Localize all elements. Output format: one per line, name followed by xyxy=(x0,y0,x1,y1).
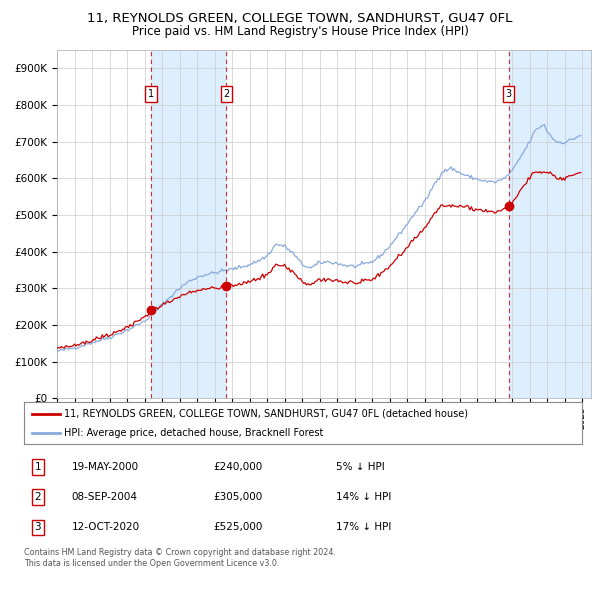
HPI: Average price, detached house, Bracknell Forest: (2e+03, 3.43e+05): Average price, detached house, Bracknell… xyxy=(211,269,218,276)
11, REYNOLDS GREEN, COLLEGE TOWN, SANDHURST, GU47 0FL (detached house) xyxy=(53,345,61,352)
HPI: Average price, detached house, Bracknell Forest: (2.01e+03, 3.56e+05): Average price, detached house, Bracknell… xyxy=(237,264,244,271)
HPI: Average price, detached house, Bracknell Forest: (2.01e+03, 4.05e+05): Average price, detached house, Bracknell… xyxy=(284,246,291,253)
HPI: Average price, detached house, Bracknell Forest: (2.02e+03, 7.47e+05): Average price, detached house, Bracknell… xyxy=(541,121,548,128)
HPI: Average price, detached house, Bracknell Forest: (2e+03, 1.79e+05): Average price, detached house, Bracknell… xyxy=(119,329,126,336)
11, REYNOLDS GREEN, COLLEGE TOWN, SANDHURST, GU47 0FL (detached house) xyxy=(283,264,290,271)
11, REYNOLDS GREEN, COLLEGE TOWN, SANDHURST, GU47 0FL (detached house) xyxy=(209,284,217,291)
11, REYNOLDS GREEN, COLLEGE TOWN, SANDHURST, GU47 0FL (detached house) xyxy=(536,168,544,175)
Text: 08-SEP-2004: 08-SEP-2004 xyxy=(71,492,137,502)
Text: HPI: Average price, detached house, Bracknell Forest: HPI: Average price, detached house, Brac… xyxy=(64,428,323,438)
Text: £240,000: £240,000 xyxy=(214,462,263,472)
Text: £305,000: £305,000 xyxy=(214,492,263,502)
Bar xyxy=(151,50,226,398)
Bar xyxy=(509,50,591,398)
Line: 11, REYNOLDS GREEN, COLLEGE TOWN, SANDHURST, GU47 0FL (detached house): 11, REYNOLDS GREEN, COLLEGE TOWN, SANDHU… xyxy=(57,172,581,348)
11, REYNOLDS GREEN, COLLEGE TOWN, SANDHURST, GU47 0FL (detached house) xyxy=(118,327,125,335)
11, REYNOLDS GREEN, COLLEGE TOWN, SANDHURST, GU47 0FL (detached house) xyxy=(227,281,234,288)
Line: HPI: Average price, detached house, Bracknell Forest: HPI: Average price, detached house, Brac… xyxy=(57,124,581,351)
Text: £525,000: £525,000 xyxy=(214,522,263,532)
Text: 19-MAY-2000: 19-MAY-2000 xyxy=(71,462,139,472)
Text: 1: 1 xyxy=(35,462,41,472)
Text: 11, REYNOLDS GREEN, COLLEGE TOWN, SANDHURST, GU47 0FL: 11, REYNOLDS GREEN, COLLEGE TOWN, SANDHU… xyxy=(88,12,512,25)
Text: Price paid vs. HM Land Registry's House Price Index (HPI): Price paid vs. HM Land Registry's House … xyxy=(131,25,469,38)
Text: 17% ↓ HPI: 17% ↓ HPI xyxy=(337,522,392,532)
Text: 3: 3 xyxy=(505,89,512,99)
Text: 2: 2 xyxy=(35,492,41,502)
HPI: Average price, detached house, Bracknell Forest: (2e+03, 1.28e+05): Average price, detached house, Bracknell… xyxy=(55,348,62,355)
HPI: Average price, detached house, Bracknell Forest: (2e+03, 1.29e+05): Average price, detached house, Bracknell… xyxy=(53,348,61,355)
Text: 14% ↓ HPI: 14% ↓ HPI xyxy=(337,492,392,502)
Text: 2: 2 xyxy=(223,89,230,99)
HPI: Average price, detached house, Bracknell Forest: (2e+03, 3.54e+05): Average price, detached house, Bracknell… xyxy=(229,265,236,272)
Text: 11, REYNOLDS GREEN, COLLEGE TOWN, SANDHURST, GU47 0FL (detached house): 11, REYNOLDS GREEN, COLLEGE TOWN, SANDHU… xyxy=(64,408,468,418)
Text: 12-OCT-2020: 12-OCT-2020 xyxy=(71,522,140,532)
Text: This data is licensed under the Open Government Licence v3.0.: This data is licensed under the Open Gov… xyxy=(24,559,280,568)
11, REYNOLDS GREEN, COLLEGE TOWN, SANDHURST, GU47 0FL (detached house) xyxy=(236,280,243,287)
Text: 5% ↓ HPI: 5% ↓ HPI xyxy=(337,462,385,472)
Text: Contains HM Land Registry data © Crown copyright and database right 2024.: Contains HM Land Registry data © Crown c… xyxy=(24,548,336,556)
Text: 1: 1 xyxy=(148,89,154,99)
11, REYNOLDS GREEN, COLLEGE TOWN, SANDHURST, GU47 0FL (detached house) xyxy=(550,172,557,179)
Text: 3: 3 xyxy=(35,522,41,532)
HPI: Average price, detached house, Bracknell Forest: (2.02e+03, 7.16e+05): Average price, detached house, Bracknell… xyxy=(577,132,584,139)
11, REYNOLDS GREEN, COLLEGE TOWN, SANDHURST, GU47 0FL (detached house) xyxy=(577,169,584,176)
HPI: Average price, detached house, Bracknell Forest: (2.02e+03, 7.05e+05): Average price, detached house, Bracknell… xyxy=(551,136,558,143)
